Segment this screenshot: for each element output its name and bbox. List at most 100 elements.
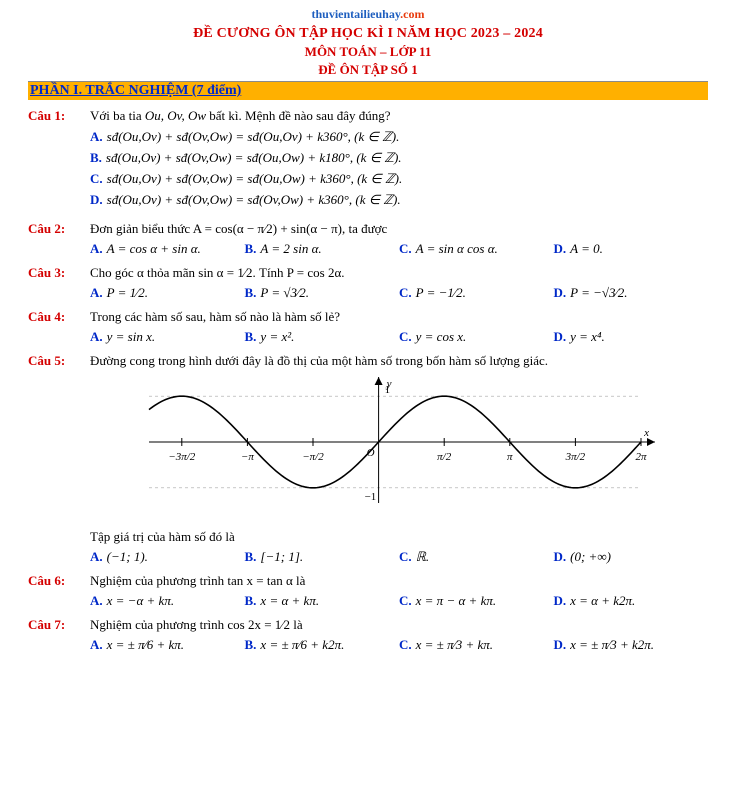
q5-label: Câu 5: — [28, 353, 90, 565]
q4-body: Trong các hàm số sau, hàm số nào là hàm … — [90, 309, 708, 345]
q1-opt-c: C.sđ(Ou,Ov) + sđ(Ov,Ow) = sđ(Ou,Ow) + k3… — [90, 171, 708, 187]
opt-letter: B. — [245, 329, 257, 344]
q5-options: A. (−1; 1). B.[−1; 1]. C. ℝ. D.(0; +∞) — [90, 549, 708, 565]
q3-opt-a: A.P = 1⁄2. — [90, 285, 245, 301]
opt-letter: A. — [90, 329, 103, 344]
q2-opt-a-text: A = cos α + sin α. — [107, 241, 201, 256]
opt-letter: D. — [554, 285, 567, 300]
q5-opt-a: A. (−1; 1). — [90, 549, 245, 565]
q5-opt-c-text: ℝ. — [416, 549, 430, 564]
q3-opt-d: D.P = −√3⁄2. — [554, 285, 709, 301]
q2-body: Đơn giản biểu thức A = cos(α − π⁄2) + si… — [90, 221, 708, 257]
opt-letter: C. — [399, 241, 412, 256]
q4-label: Câu 4: — [28, 309, 90, 345]
svg-text:x: x — [643, 427, 649, 439]
q7-body: Nghiệm của phương trình cos 2x = 1⁄2 là … — [90, 617, 708, 653]
q7-opt-a-text: x = ± π⁄6 + kπ. — [107, 637, 184, 652]
q3-opt-b-text: P = √3⁄2. — [260, 285, 309, 300]
q4-text: Trong các hàm số sau, hàm số nào là hàm … — [90, 309, 708, 325]
q3-body: Cho góc α thỏa mãn sin α = 1⁄2. Tính P =… — [90, 265, 708, 301]
q2-options: A.A = cos α + sin α. B.A = 2 sin α. C.A … — [90, 241, 708, 257]
q1-text-a: Với ba tia — [90, 108, 145, 123]
q7-options: A. x = ± π⁄6 + kπ. B.x = ± π⁄6 + k2π. C.x… — [90, 637, 708, 653]
svg-text:−1: −1 — [365, 491, 377, 503]
section-heading: PHẦN I. TRẮC NGHIỆM (7 điểm) — [28, 82, 708, 100]
q3-options: A.P = 1⁄2. B.P = √3⁄2. C.P = −1⁄2. D.P =… — [90, 285, 708, 301]
site-link: thuvientailieuhay.com — [28, 6, 708, 22]
site-name-a: thuvientailieuhay — [311, 7, 400, 21]
opt-letter: D. — [554, 593, 567, 608]
q2-opt-b-text: A = 2 sin α. — [260, 241, 321, 256]
opt-letter: B. — [245, 637, 257, 652]
q7-label: Câu 7: — [28, 617, 90, 653]
q5-opt-d: D.(0; +∞) — [554, 549, 709, 565]
q3-opt-a-text: P = 1⁄2. — [107, 285, 148, 300]
q5-opt-a-text: (−1; 1). — [107, 549, 148, 564]
opt-letter: C. — [90, 171, 103, 186]
q6-body: Nghiệm của phương trình tan x = tan α là… — [90, 573, 708, 609]
q7-opt-c: C.x = ± π⁄3 + kπ. — [399, 637, 554, 653]
q1-opt-a-text: sđ(Ou,Ov) + sđ(Ov,Ow) = sđ(Ou,Ov) + k360… — [107, 129, 400, 144]
question-5: Câu 5: Đường cong trong hình dưới đây là… — [28, 353, 708, 565]
svg-text:y: y — [386, 378, 392, 390]
q1-text-b: bất kì. Mệnh đề nào sau đây đúng? — [206, 108, 390, 123]
q7-text: Nghiệm của phương trình cos 2x = 1⁄2 là — [90, 617, 708, 633]
svg-text:2π: 2π — [635, 451, 647, 463]
q1-text: Với ba tia Ou, Ov, Ow bất kì. Mệnh đề nà… — [90, 108, 708, 124]
opt-letter: A. — [90, 549, 103, 564]
question-2: Câu 2: Đơn giản biểu thức A = cos(α − π⁄… — [28, 221, 708, 257]
doc-exam-no: ĐỀ ÔN TẬP SỐ 1 — [28, 62, 708, 78]
q7-opt-b: B.x = ± π⁄6 + k2π. — [245, 637, 400, 653]
opt-letter: B. — [245, 241, 257, 256]
question-6: Câu 6: Nghiệm của phương trình tan x = t… — [28, 573, 708, 609]
q6-text: Nghiệm của phương trình tan x = tan α là — [90, 573, 708, 589]
q6-opt-c: C.x = π − α + kπ. — [399, 593, 554, 609]
q5-opt-c: C. ℝ. — [399, 549, 554, 565]
opt-letter: D. — [90, 192, 103, 207]
q2-label: Câu 2: — [28, 221, 90, 257]
opt-letter: C. — [399, 549, 412, 564]
opt-letter: B. — [245, 549, 257, 564]
opt-letter: A. — [90, 129, 103, 144]
opt-letter: C. — [399, 329, 412, 344]
q4-opt-b-text: y = x². — [260, 329, 294, 344]
q2-opt-c: C.A = sin α cos α. — [399, 241, 554, 257]
q6-options: A.x = −α + kπ. B.x = α + kπ. C.x = π − α… — [90, 593, 708, 609]
sine-chart: 1−1−3π/2−π−π/2π/2π3π/22πOxy — [139, 373, 659, 523]
opt-letter: A. — [90, 593, 103, 608]
q6-opt-a: A.x = −α + kπ. — [90, 593, 245, 609]
q7-opt-b-text: x = ± π⁄6 + k2π. — [260, 637, 344, 652]
q4-opt-a-text: y = sin x. — [107, 329, 155, 344]
q3-opt-b: B.P = √3⁄2. — [245, 285, 400, 301]
site-name-b: .com — [400, 7, 424, 21]
q5-text: Đường cong trong hình dưới đây là đồ thị… — [90, 353, 708, 369]
svg-text:−π/2: −π/2 — [302, 451, 324, 463]
opt-letter: A. — [90, 637, 103, 652]
q4-opt-d: D.y = x⁴. — [554, 329, 709, 345]
q5-opt-d-text: (0; +∞) — [570, 549, 611, 564]
q6-opt-c-text: x = π − α + kπ. — [416, 593, 496, 608]
q5-opt-b: B.[−1; 1]. — [245, 549, 400, 565]
opt-letter: D. — [554, 549, 567, 564]
q1-body: Với ba tia Ou, Ov, Ow bất kì. Mệnh đề nà… — [90, 108, 708, 213]
opt-letter: D. — [554, 637, 567, 652]
q6-opt-b: B.x = α + kπ. — [245, 593, 400, 609]
opt-letter: B. — [245, 593, 257, 608]
q6-opt-d-text: x = α + k2π. — [570, 593, 635, 608]
q3-text: Cho góc α thỏa mãn sin α = 1⁄2. Tính P =… — [90, 265, 708, 281]
q1-opt-b-text: sđ(Ou,Ov) + sđ(Ov,Ow) = sđ(Ou,Ow) + k180… — [106, 150, 402, 165]
q1-opt-b: B.sđ(Ou,Ov) + sđ(Ov,Ow) = sđ(Ou,Ow) + k1… — [90, 150, 708, 166]
q3-opt-c-text: P = −1⁄2. — [416, 285, 466, 300]
q1-label: Câu 1: — [28, 108, 90, 213]
opt-letter: B. — [245, 285, 257, 300]
question-1: Câu 1: Với ba tia Ou, Ov, Ow bất kì. Mện… — [28, 108, 708, 213]
svg-text:−π: −π — [241, 451, 254, 463]
q1-opt-a: A. sđ(Ou,Ov) + sđ(Ov,Ow) = sđ(Ou,Ov) + k3… — [90, 129, 708, 145]
q2-opt-a: A.A = cos α + sin α. — [90, 241, 245, 257]
q1-tias: Ou, Ov, Ow — [145, 108, 206, 123]
opt-letter: D. — [554, 241, 567, 256]
svg-text:3π/2: 3π/2 — [565, 451, 586, 463]
q6-opt-b-text: x = α + kπ. — [260, 593, 319, 608]
q3-label: Câu 3: — [28, 265, 90, 301]
q1-opt-d: D.sđ(Ou,Ov) + sđ(Ov,Ow) = sđ(Ov,Ow) + k3… — [90, 192, 708, 208]
